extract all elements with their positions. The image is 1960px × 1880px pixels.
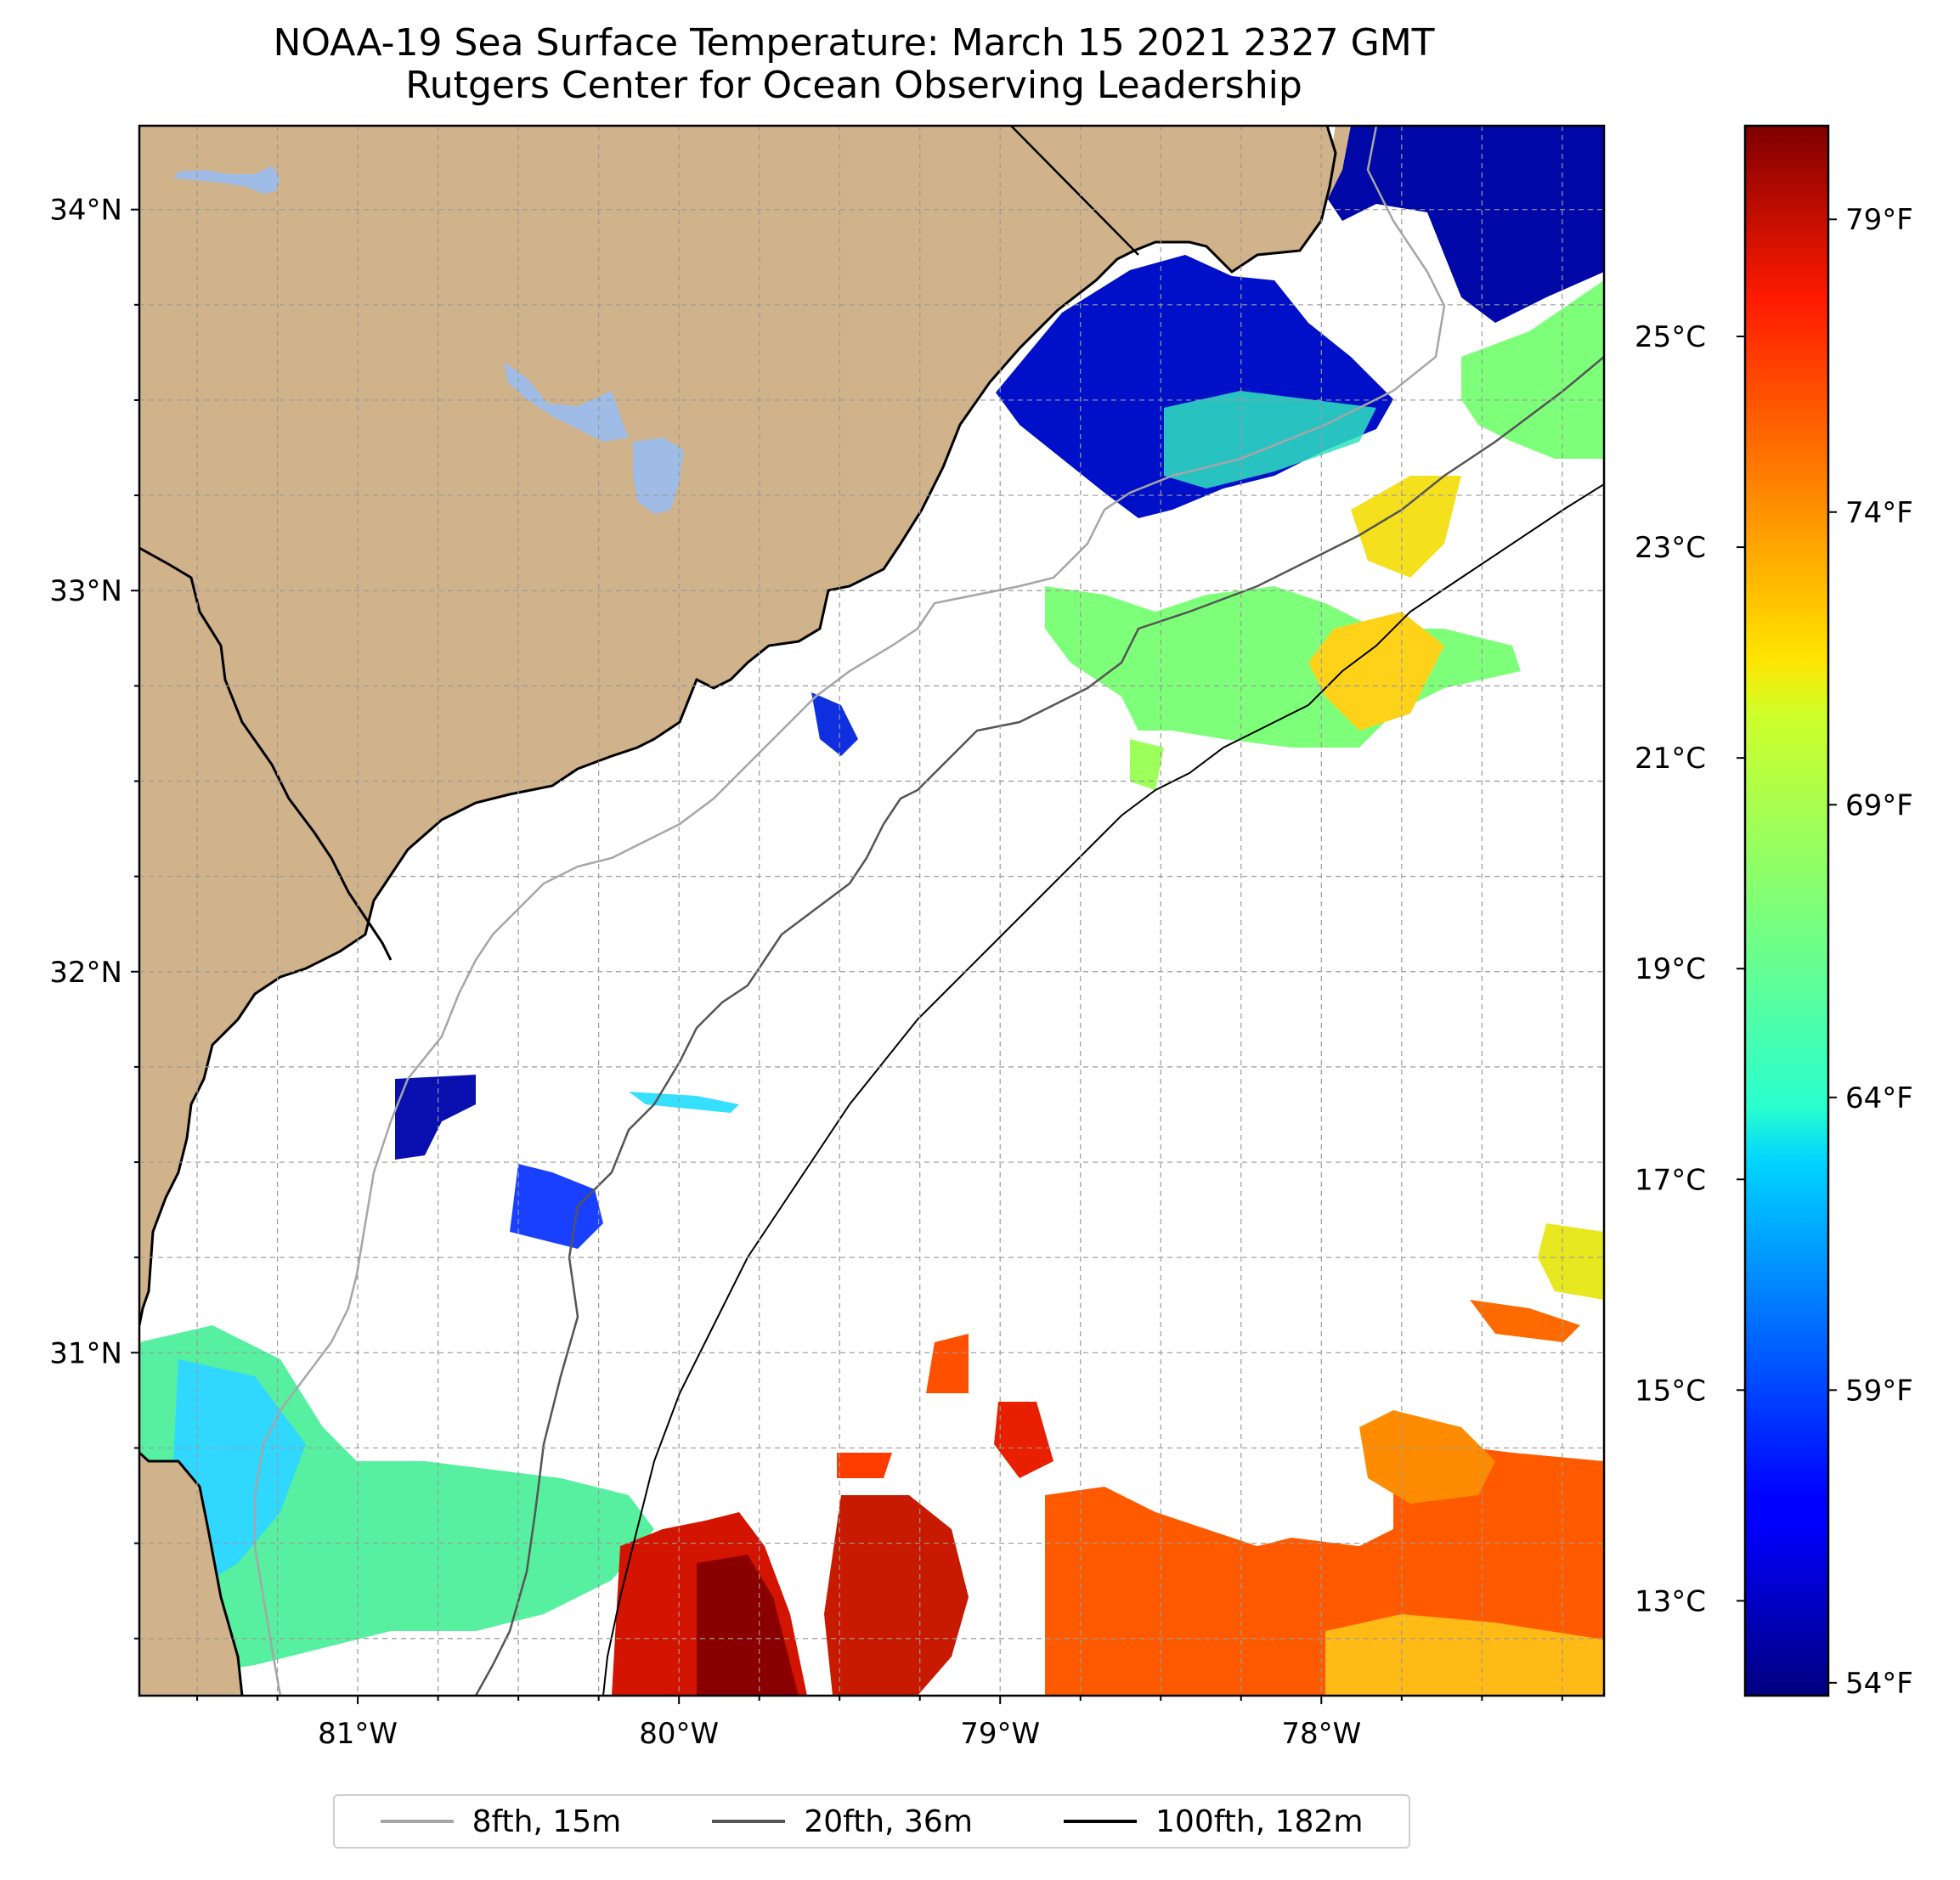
celsius-tick-label: 23°C	[1635, 531, 1706, 565]
sst-cold-small-2	[510, 1164, 603, 1249]
gridlines	[139, 126, 1604, 1696]
sst-cold-small-3	[811, 692, 858, 756]
lat-tick-label: 33°N	[49, 574, 122, 608]
lat-tick-label: 31°N	[49, 1336, 122, 1370]
sst-south-warm-1-core	[697, 1555, 799, 1696]
legend-line-100fth	[1064, 1820, 1138, 1823]
sst-data-layer	[139, 126, 1604, 1696]
colorbar-celsius-axis: 13°C 15°C 17°C 19°C 21°C 23°C 25°C	[1635, 320, 1745, 1618]
sst-small-red-2	[994, 1402, 1053, 1478]
legend-label-8fth: 8fth, 15m	[472, 1804, 622, 1839]
legend-label-20fth: 20fth, 36m	[804, 1804, 973, 1839]
legend-line-20fth	[712, 1820, 786, 1823]
celsius-tick-label: 25°C	[1635, 320, 1706, 354]
map-frame	[138, 124, 1606, 1697]
lake-small-north	[174, 166, 280, 194]
sst-small-orange-1	[926, 1334, 969, 1393]
sst-south-warm-2	[824, 1495, 969, 1696]
coastline-south	[139, 1451, 244, 1696]
map-area	[139, 126, 1604, 1696]
lon-tick-label: 80°W	[639, 1717, 719, 1751]
contour-legend: 8fth, 15m 20fth, 36m 100fth, 182m	[333, 1794, 1410, 1849]
celsius-tick-label: 21°C	[1635, 742, 1706, 776]
lat-tick-label: 32°N	[49, 956, 122, 990]
legend-label-100fth: 100fth, 182m	[1155, 1804, 1364, 1839]
sst-mid-yellow-patch-ne	[1351, 476, 1461, 578]
title-line-1: NOAA-19 Sea Surface Temperature: March 1…	[273, 21, 1435, 65]
legend-line-8fth	[380, 1820, 454, 1823]
legend-item-100fth: 100fth, 182m	[1064, 1804, 1363, 1839]
celsius-tick-label: 13°C	[1635, 1584, 1706, 1618]
land-southwest	[139, 1453, 242, 1696]
coastline	[139, 126, 1337, 1326]
legend-item-8fth: 8fth, 15m	[380, 1804, 622, 1839]
legend-item-20fth: 20fth, 36m	[712, 1804, 973, 1839]
sst-cold-small-coast	[395, 1075, 476, 1160]
land-northeast-cape	[1308, 126, 1351, 217]
celsius-tick-label: 17°C	[1635, 1163, 1706, 1197]
lon-tick-label: 79°W	[960, 1717, 1040, 1751]
sst-cold-patch-northeast	[1325, 126, 1604, 323]
fahrenheit-tick-label: 74°F	[1845, 496, 1913, 530]
contour-8fth	[253, 126, 1446, 1696]
longitude-axis: 81°W 80°W 79°W 78°W	[196, 1696, 1563, 1751]
celsius-tick-label: 15°C	[1635, 1374, 1706, 1408]
sst-mid-yellow-patch	[1308, 612, 1444, 731]
lon-tick-label: 81°W	[318, 1717, 398, 1751]
colorbar-fahrenheit-axis: 54°F 59°F 64°F 69°F 74°F 79°F	[1828, 203, 1913, 1701]
fahrenheit-tick-label: 64°F	[1845, 1081, 1913, 1115]
lat-tick-label: 34°N	[49, 194, 122, 228]
map-title: NOAA-19 Sea Surface Temperature: March 1…	[0, 22, 1708, 107]
latitude-axis: 34°N 33°N 32°N 31°N	[49, 194, 139, 1640]
state-border-nc-sc	[1010, 126, 1139, 256]
sst-east-orange-strip	[1470, 1300, 1580, 1342]
title-line-2: Rutgers Center for Ocean Observing Leade…	[405, 64, 1302, 107]
fahrenheit-tick-label: 54°F	[1845, 1667, 1913, 1701]
sst-small-cyan-1	[629, 1092, 739, 1113]
lon-tick-label: 78°W	[1281, 1717, 1361, 1751]
contour-20fth	[474, 356, 1604, 1696]
sst-south-warm-4	[1359, 1410, 1495, 1504]
celsius-tick-label: 19°C	[1635, 952, 1706, 986]
state-border-sc-ga	[139, 546, 393, 961]
sst-northeast-green-band	[1461, 280, 1604, 459]
sst-small-orange-3	[837, 1453, 892, 1478]
sst-small-green-2	[1130, 739, 1164, 790]
fahrenheit-tick-label: 79°F	[1845, 203, 1913, 237]
fahrenheit-tick-label: 59°F	[1845, 1374, 1913, 1408]
sst-southeast-yellow	[1538, 1223, 1604, 1300]
sst-south-warm-3-yellow-edge	[1325, 1614, 1604, 1696]
fahrenheit-tick-label: 69°F	[1845, 788, 1913, 822]
lake-marion	[504, 362, 629, 442]
contour-100fth	[602, 483, 1604, 1696]
colorbar	[1743, 124, 1830, 1697]
